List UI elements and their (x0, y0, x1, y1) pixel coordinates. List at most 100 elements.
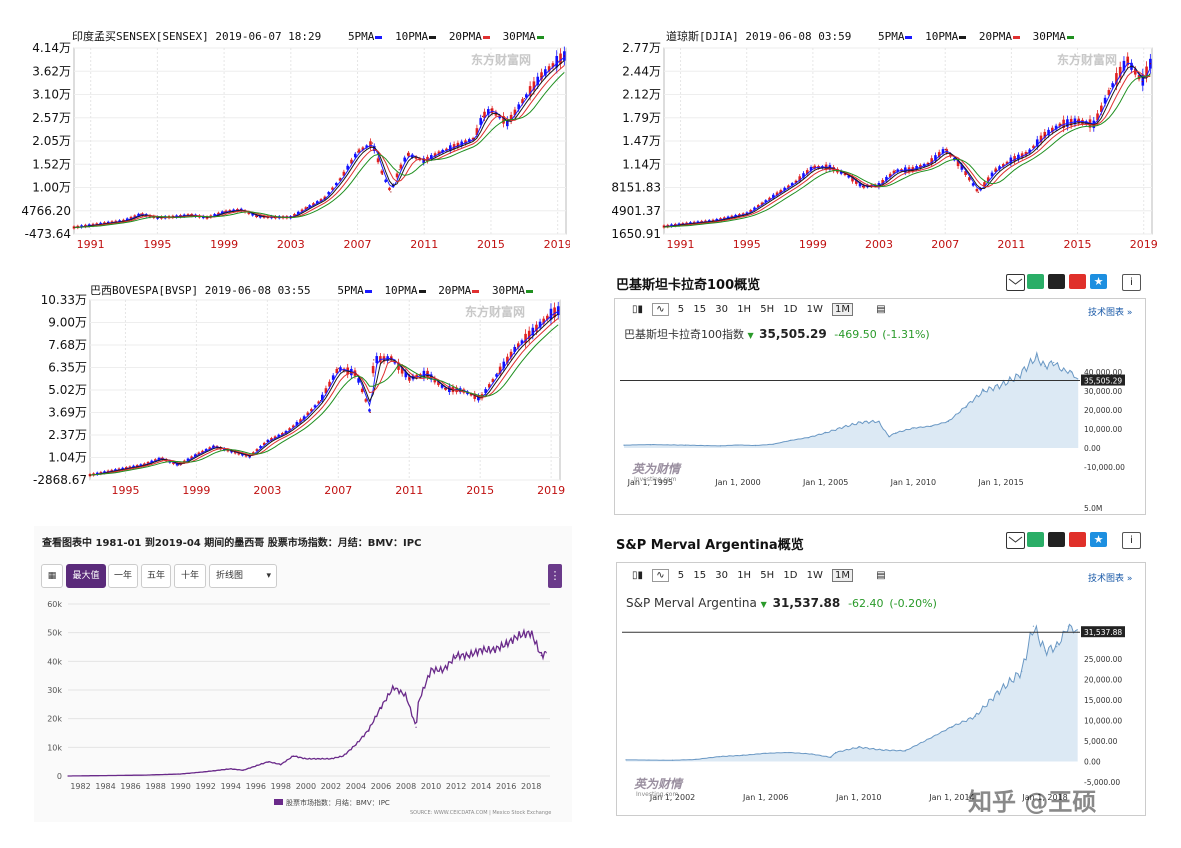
data-point (779, 191, 781, 193)
tech-chart-link[interactable]: 技术图表 » (1088, 308, 1133, 318)
calendar-icon[interactable]: ▤ (876, 304, 886, 315)
interval-1d[interactable]: 1D (783, 304, 798, 315)
last-price-tag (1081, 626, 1125, 638)
data-point (977, 191, 979, 193)
more-menu-icon[interactable]: ⋮ (548, 564, 562, 588)
data-point (461, 389, 464, 391)
data-point (482, 115, 484, 118)
data-point (860, 421, 862, 423)
interval-1m[interactable]: 1M (832, 303, 854, 316)
data-point (373, 359, 375, 361)
candle-body (426, 156, 429, 162)
interval-1d[interactable]: 1D (783, 570, 798, 581)
interval-1w[interactable]: 1W (806, 570, 823, 581)
data-point (340, 177, 342, 180)
candle-body (312, 203, 315, 206)
interval-5h[interactable]: 5H (760, 570, 775, 581)
candle-body (288, 428, 291, 431)
moving-average-line (663, 62, 1151, 227)
wechat-icon[interactable] (1027, 532, 1044, 547)
interval-1w[interactable]: 1W (806, 304, 823, 315)
chart-type-dropdown[interactable]: 折线图 ▾ (209, 564, 277, 588)
candle-body (281, 432, 284, 436)
candle-body (295, 421, 299, 426)
mail-icon[interactable] (1006, 532, 1025, 549)
candle-body (222, 448, 226, 451)
favorite-star-icon[interactable]: ★ (1090, 532, 1107, 547)
x-tick-label: 1999 (799, 238, 827, 251)
interval-30[interactable]: 30 (715, 304, 728, 315)
interval-15[interactable]: 15 (693, 570, 707, 581)
candle-body (331, 187, 334, 190)
last-price-label: 35,505.29 (1084, 377, 1122, 386)
area-chart-icon[interactable]: ∿ (652, 303, 669, 316)
data-point (649, 443, 651, 446)
data-point (1044, 650, 1046, 652)
data-point (795, 180, 797, 183)
favorite-star-icon[interactable]: ★ (1090, 274, 1107, 289)
data-point (557, 310, 559, 312)
range-1y-button[interactable]: 一年 (108, 564, 138, 588)
data-point (1000, 384, 1002, 386)
weibo-icon[interactable] (1069, 274, 1086, 289)
candle-body (429, 155, 433, 160)
info-icon[interactable]: i (1122, 274, 1141, 291)
candle-body (473, 393, 477, 399)
candle-body (490, 108, 494, 114)
interval-1m[interactable]: 1M (832, 569, 854, 582)
candle-body (407, 152, 410, 157)
candle-body (498, 115, 502, 119)
interval-5[interactable]: 5 (677, 304, 685, 315)
candle-body (536, 76, 540, 85)
data-point (947, 420, 950, 422)
change-pct: (-0.20%) (889, 597, 937, 610)
mail-icon[interactable] (1006, 274, 1025, 291)
kse100-toolbar[interactable]: ▯▮ ∿ 5 15 30 1H 5H 1D 1W 1M ▤ (632, 303, 892, 316)
interval-15[interactable]: 15 (693, 304, 707, 315)
range-5y-button[interactable]: 五年 (141, 564, 171, 588)
candle-body (129, 216, 133, 220)
data-point (518, 634, 520, 637)
merval-toolbar[interactable]: ▯▮ ∿ 5 15 30 1H 5H 1D 1W 1M ▤ (632, 569, 892, 582)
range-max-button[interactable]: 最大值 (66, 564, 106, 588)
data-point (160, 457, 162, 459)
x-tick-label: 1995 (143, 238, 171, 251)
data-point (772, 443, 774, 445)
chevron-down-icon: ▾ (266, 571, 271, 581)
candle-body (400, 367, 404, 374)
candle-icon[interactable]: ▯▮ (632, 570, 644, 581)
candle-body (172, 461, 175, 465)
data-point (306, 206, 309, 209)
candle-body (502, 361, 506, 369)
series-line (68, 628, 547, 777)
data-point (292, 755, 294, 757)
interval-1h[interactable]: 1H (737, 304, 752, 315)
data-point (381, 173, 384, 175)
wechat-icon[interactable] (1027, 274, 1044, 289)
ma10-swatch (429, 35, 437, 39)
interval-5h[interactable]: 5H (760, 304, 775, 315)
candle-body (1058, 123, 1062, 127)
volume-label: 5.0M (1084, 504, 1102, 513)
range-10y-button[interactable]: 十年 (174, 564, 206, 588)
candle-icon[interactable]: ▯▮ (632, 304, 644, 315)
interval-30[interactable]: 30 (715, 570, 728, 581)
x-tick-label: 2003 (253, 484, 281, 497)
qq-icon[interactable] (1048, 532, 1065, 547)
candle-body (302, 416, 306, 420)
weibo-icon[interactable] (1069, 532, 1086, 547)
info-icon[interactable]: i (1122, 532, 1141, 549)
area-chart-icon[interactable]: ∿ (652, 569, 669, 582)
interval-1h[interactable]: 1H (737, 570, 752, 581)
tech-chart-link[interactable]: 技术图表 » (1088, 574, 1133, 584)
calendar-button[interactable]: ▦ (41, 564, 63, 588)
candle-body (197, 452, 201, 455)
qq-icon[interactable] (1048, 274, 1065, 289)
x-tick-label: Jan 1, 2018 (1021, 793, 1067, 802)
interval-5[interactable]: 5 (677, 570, 685, 581)
x-tick-label: 1988 (145, 782, 165, 791)
candle-body (335, 368, 339, 374)
djia-title-row: 道琼斯[DJIA] 2019-06-08 03:59 5PMA 10PMA 20… (666, 28, 1074, 44)
calendar-icon[interactable]: ▤ (876, 570, 886, 581)
x-tick-label: 1992 (196, 782, 216, 791)
